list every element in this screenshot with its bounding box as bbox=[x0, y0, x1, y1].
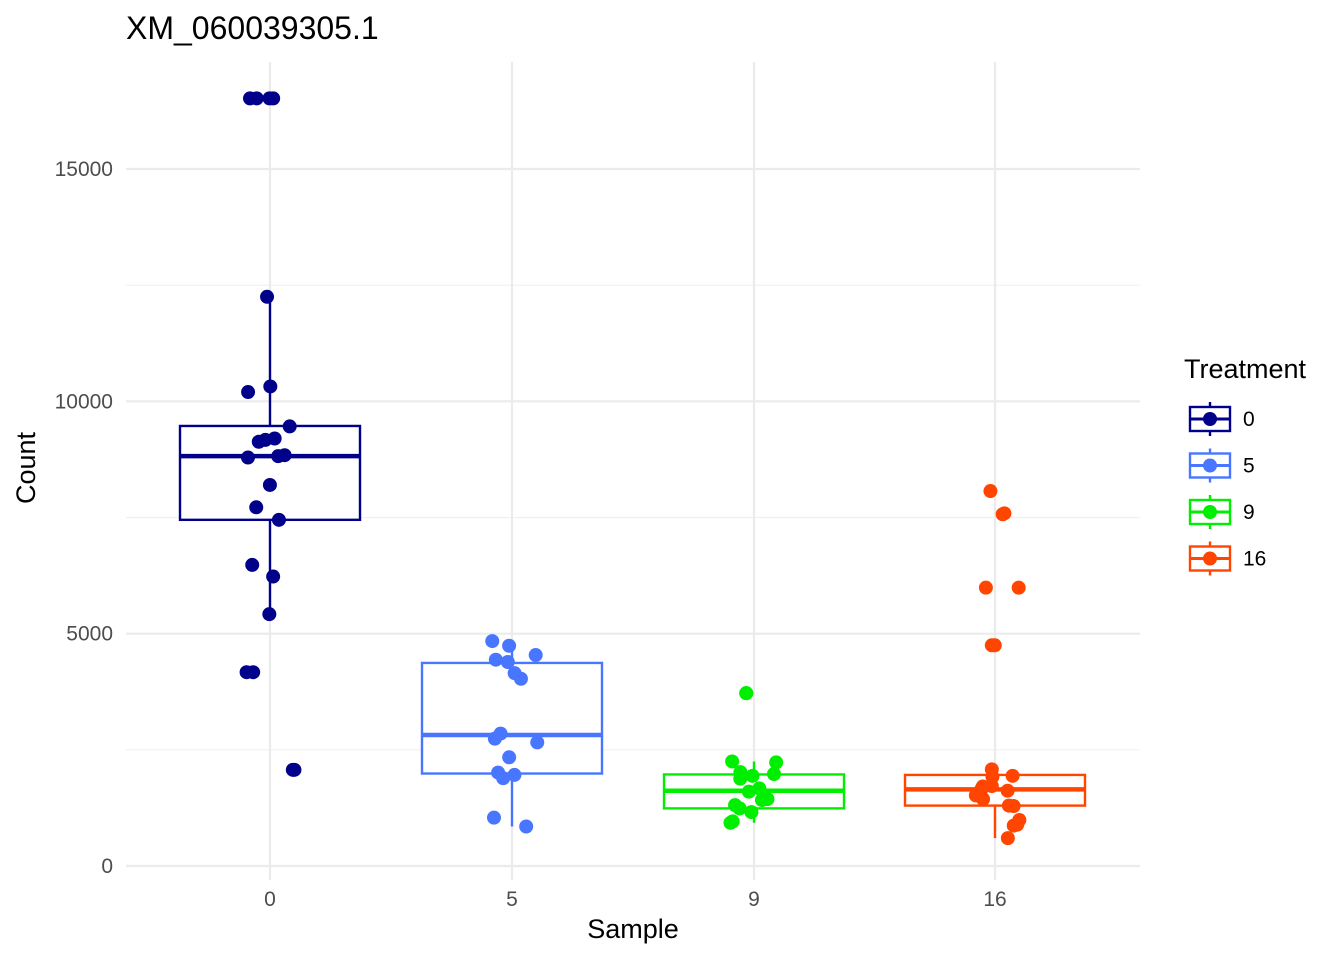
legend-label: 0 bbox=[1243, 408, 1255, 431]
data-point bbox=[266, 91, 281, 106]
y-tick-label: 0 bbox=[101, 855, 113, 878]
data-point bbox=[1000, 831, 1015, 846]
y-axis-ticks: 0 5000 10000 15000 bbox=[55, 158, 113, 878]
x-tick-label: 0 bbox=[264, 888, 276, 911]
data-point bbox=[507, 767, 522, 782]
legend-item-5: 5 bbox=[1188, 448, 1255, 483]
grid-lines bbox=[126, 62, 1140, 880]
data-point bbox=[502, 750, 517, 765]
data-point bbox=[486, 810, 501, 825]
data-point bbox=[733, 771, 748, 786]
box-0 bbox=[178, 296, 362, 613]
data-point bbox=[266, 569, 281, 584]
data-point bbox=[995, 507, 1010, 522]
data-point bbox=[1006, 818, 1021, 833]
data-point bbox=[245, 557, 260, 572]
data-point bbox=[502, 638, 517, 653]
data-point bbox=[500, 655, 515, 670]
data-point bbox=[271, 512, 286, 527]
legend-key-point bbox=[1203, 551, 1217, 566]
data-point bbox=[271, 449, 286, 464]
x-tick-label: 9 bbox=[748, 888, 760, 911]
data-point bbox=[239, 665, 254, 680]
y-axis-title: Count bbox=[11, 431, 41, 504]
legend-label: 5 bbox=[1243, 455, 1255, 478]
data-point bbox=[260, 289, 275, 304]
legend-label: 9 bbox=[1243, 501, 1255, 524]
data-point bbox=[983, 484, 998, 499]
y-tick-label: 10000 bbox=[55, 390, 113, 413]
legend-title: Treatment bbox=[1184, 354, 1307, 384]
data-point bbox=[485, 634, 500, 649]
data-point bbox=[263, 379, 278, 394]
data-point bbox=[1000, 783, 1015, 798]
data-point bbox=[488, 652, 503, 667]
x-axis-ticks: 0 5 9 16 bbox=[264, 888, 1007, 911]
box-iqr bbox=[178, 424, 362, 522]
x-tick-label: 16 bbox=[983, 888, 1006, 911]
legend-key-point bbox=[1203, 458, 1217, 473]
data-point bbox=[725, 754, 740, 769]
data-point bbox=[287, 762, 302, 777]
data-point bbox=[528, 648, 543, 663]
data-point bbox=[1005, 768, 1020, 783]
y-tick-label: 5000 bbox=[66, 623, 113, 646]
data-point bbox=[249, 91, 264, 106]
data-point bbox=[744, 805, 759, 820]
data-point bbox=[1011, 580, 1026, 595]
legend-item-0: 0 bbox=[1188, 402, 1255, 436]
legend-key-point bbox=[1203, 505, 1217, 519]
legend-item-16: 16 bbox=[1188, 541, 1266, 576]
data-point bbox=[766, 766, 781, 781]
data-point bbox=[754, 793, 769, 808]
legend-item-9: 9 bbox=[1188, 495, 1255, 529]
data-point bbox=[739, 686, 754, 701]
boxes-layer bbox=[178, 296, 1087, 839]
data-point bbox=[251, 434, 266, 449]
data-point bbox=[241, 385, 256, 400]
data-point bbox=[519, 819, 534, 834]
data-point bbox=[732, 801, 747, 816]
chart-title: XM_060039305.1 bbox=[126, 10, 379, 46]
data-point bbox=[745, 768, 760, 783]
legend: Treatment 0 5 9 16 bbox=[1184, 354, 1307, 576]
data-point bbox=[249, 500, 264, 515]
legend-label: 16 bbox=[1243, 548, 1266, 571]
data-point bbox=[513, 671, 528, 686]
data-point bbox=[496, 771, 511, 786]
y-tick-label: 15000 bbox=[55, 158, 113, 181]
legend-key-point bbox=[1203, 412, 1217, 426]
data-point bbox=[262, 607, 277, 622]
data-point bbox=[741, 784, 756, 799]
data-point bbox=[987, 638, 1002, 653]
data-point bbox=[976, 792, 991, 807]
data-point bbox=[769, 755, 784, 770]
data-point bbox=[282, 419, 297, 434]
points-layer bbox=[239, 91, 1027, 846]
data-point bbox=[978, 580, 993, 595]
data-point bbox=[530, 735, 545, 750]
x-tick-label: 5 bbox=[506, 888, 518, 911]
data-point bbox=[1006, 799, 1021, 814]
data-point bbox=[262, 477, 277, 492]
data-point bbox=[723, 815, 738, 830]
data-point bbox=[240, 450, 255, 465]
x-axis-title: Sample bbox=[587, 914, 679, 944]
data-point bbox=[487, 731, 502, 746]
